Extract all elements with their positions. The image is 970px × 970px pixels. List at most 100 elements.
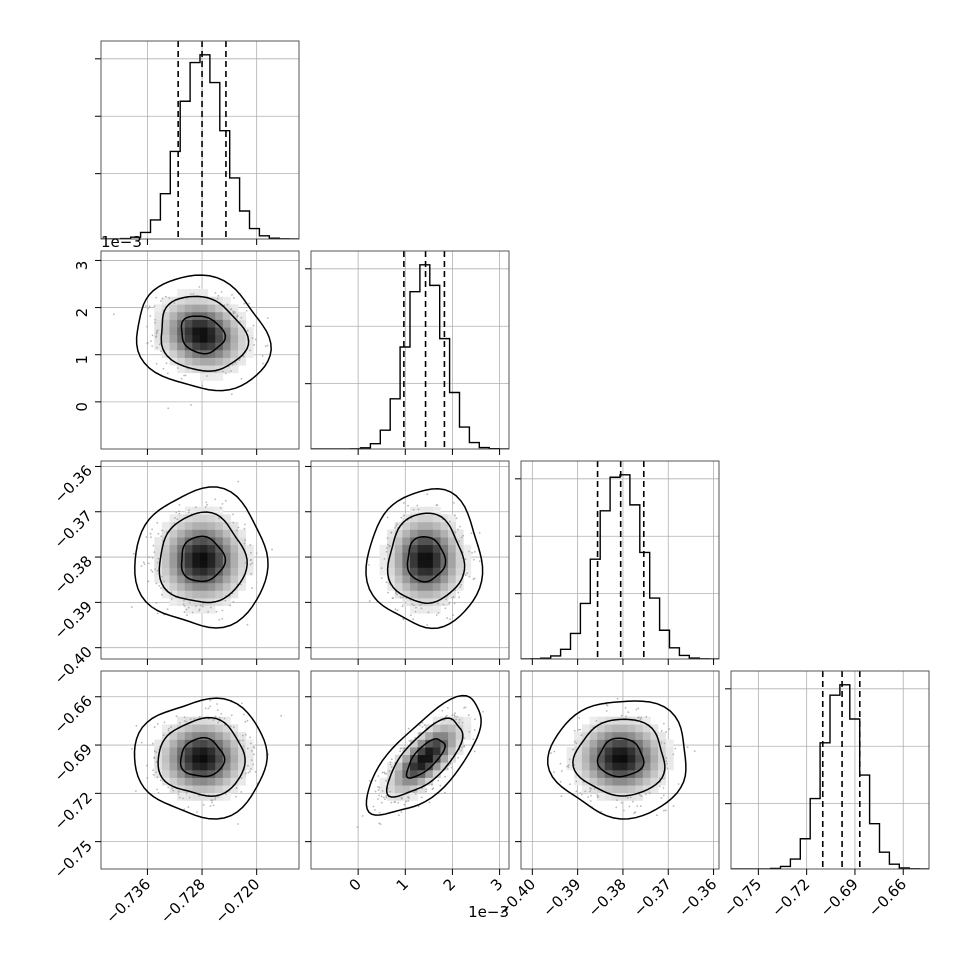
density-cell — [425, 529, 434, 538]
scatter-point — [404, 601, 407, 604]
density-cell — [650, 770, 659, 778]
density-cell — [192, 327, 201, 336]
density-cell — [245, 327, 254, 336]
density-cell — [620, 777, 628, 786]
scatter-point — [134, 790, 137, 792]
scatter-point — [155, 296, 158, 299]
density-cell — [200, 575, 208, 584]
x-tick-label: 2 — [440, 875, 459, 894]
scatter-point — [248, 302, 251, 305]
scatter-point — [560, 770, 563, 772]
density-cell — [207, 754, 216, 763]
density-cell — [440, 567, 449, 576]
density-cell — [215, 739, 224, 748]
density-cell — [169, 770, 178, 778]
scatter-point — [230, 307, 233, 310]
scatter-point — [628, 805, 631, 808]
y-tick-label: −0.37 — [51, 507, 96, 552]
density-cell — [177, 357, 186, 366]
density-cell — [207, 529, 216, 538]
density-cell — [222, 747, 231, 756]
density-cell — [154, 552, 163, 561]
density-cell — [207, 770, 216, 778]
scatter-point — [246, 719, 249, 722]
density-cell — [432, 590, 441, 599]
scatter-point — [235, 787, 238, 789]
scatter-point — [231, 293, 233, 296]
scatter-point — [658, 777, 661, 780]
density-cell — [177, 514, 186, 523]
scatter-point — [392, 597, 394, 600]
scatter-point — [377, 786, 379, 788]
scatter-point — [471, 551, 473, 554]
density-cell — [387, 560, 396, 568]
density-cell — [177, 544, 186, 553]
scatter-point — [573, 740, 576, 743]
scatter-point — [454, 715, 456, 718]
panel-frame — [520, 670, 720, 870]
scatter-point — [655, 814, 658, 817]
scatter-point — [202, 803, 205, 806]
density-cell — [394, 537, 403, 546]
x-tick-label: 3 — [487, 875, 506, 894]
density-cell — [207, 582, 216, 591]
scatter-point — [639, 718, 642, 721]
density-cell — [612, 754, 621, 763]
density-cell — [215, 311, 224, 320]
density-cell — [432, 605, 441, 614]
scatter-point — [245, 309, 248, 312]
scatter-point — [188, 796, 191, 799]
density-cell — [161, 521, 170, 530]
density-cell — [394, 560, 403, 568]
scatter-point — [441, 709, 444, 712]
scatter-point — [394, 608, 397, 611]
density-cell — [387, 552, 396, 561]
x-tick-label: −0.736 — [102, 875, 154, 927]
density-cell — [200, 552, 208, 561]
density-cell — [154, 537, 163, 546]
density-cell — [238, 544, 246, 553]
density-cell — [161, 296, 170, 305]
scatter-point — [147, 307, 150, 310]
scatter-point — [179, 721, 182, 724]
density-cell — [222, 724, 231, 733]
scatter-point — [454, 712, 456, 715]
density-cell — [154, 739, 163, 748]
density-cell — [642, 754, 651, 763]
scatter-point — [625, 715, 627, 718]
density-cell — [161, 762, 170, 771]
density-cell — [379, 552, 388, 561]
scatter-point — [417, 805, 420, 808]
density-cell — [222, 365, 231, 374]
scatter-point — [230, 714, 233, 717]
density-cell — [379, 560, 388, 568]
density-cell — [184, 342, 193, 351]
scatter-point — [374, 779, 377, 782]
density-cell — [238, 582, 246, 591]
density-cell — [440, 590, 449, 599]
scatter-point — [112, 313, 115, 316]
density-cell — [177, 289, 186, 297]
density-cell — [230, 334, 239, 343]
density-cell — [215, 582, 224, 591]
density-cell — [402, 521, 411, 530]
scatter-point — [387, 543, 389, 546]
density-cell — [463, 567, 472, 576]
scatter-point — [553, 750, 556, 753]
scatter-point — [185, 720, 188, 723]
scatter-point — [390, 801, 393, 804]
scatter-point — [457, 591, 460, 594]
scatter-point — [472, 558, 475, 561]
density-cell — [215, 777, 224, 786]
density-cell — [238, 334, 246, 343]
density-cell — [604, 792, 613, 801]
scatter-point — [415, 606, 417, 609]
scatter-point — [221, 609, 224, 612]
scatter-point — [140, 565, 143, 567]
density-cell — [238, 762, 246, 771]
scatter-point — [187, 606, 190, 609]
density-cell — [192, 605, 201, 614]
scatter-point — [386, 516, 389, 519]
density-cell — [230, 544, 239, 553]
scatter-point — [251, 587, 253, 590]
